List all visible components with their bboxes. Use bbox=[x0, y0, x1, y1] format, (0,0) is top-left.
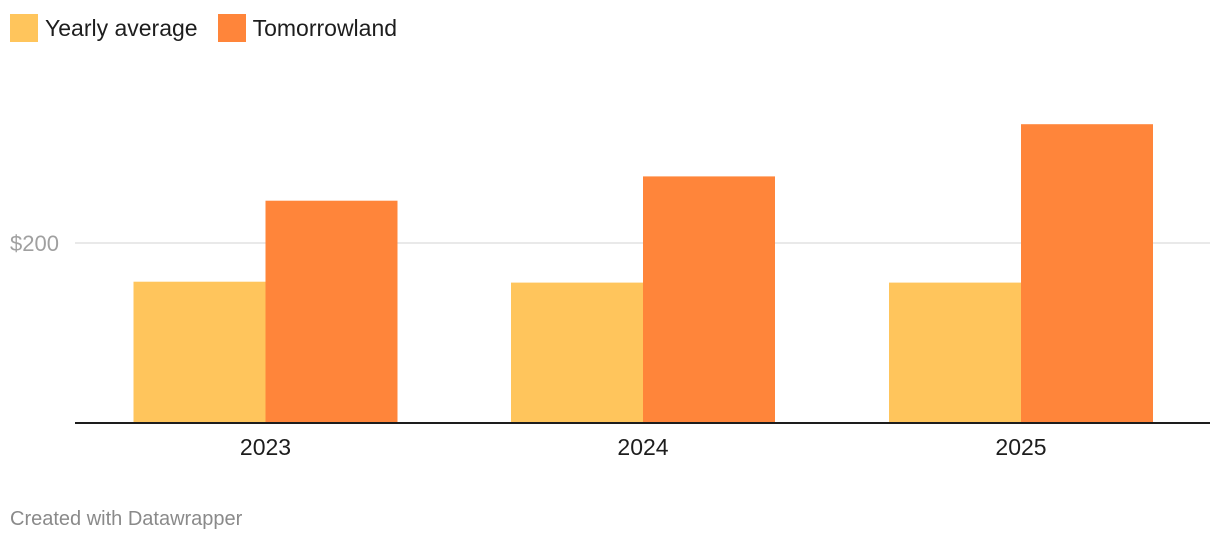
bar-tomorrowland-2023 bbox=[265, 200, 398, 423]
chart-legend: Yearly average Tomorrowland bbox=[10, 13, 417, 43]
bar-tomorrowland-2025 bbox=[1021, 124, 1153, 423]
grid-layer: $200 bbox=[10, 231, 1210, 256]
datawrapper-credit: Created with Datawrapper bbox=[10, 508, 243, 530]
x-tick-label-2023: 2023 bbox=[240, 434, 291, 460]
legend-item-tomorrowland: Tomorrowland bbox=[217, 14, 398, 42]
y-tick-label: $200 bbox=[10, 231, 59, 256]
bar-layer bbox=[133, 124, 1153, 423]
bar-yearly-average-2023 bbox=[133, 281, 266, 423]
bar-yearly-average-2024 bbox=[511, 282, 643, 423]
axis-layer: 2023 2024 2025 bbox=[75, 422, 1210, 460]
legend-item-yearly-average: Yearly average bbox=[10, 14, 198, 42]
bar-tomorrowland-2024 bbox=[643, 176, 775, 423]
legend-label-yearly-average: Yearly average bbox=[45, 15, 198, 41]
legend-label-tomorrowland: Tomorrowland bbox=[252, 15, 398, 41]
legend-swatch-yearly-average bbox=[10, 14, 38, 42]
legend-swatch-tomorrowland bbox=[217, 14, 246, 42]
x-tick-label-2024: 2024 bbox=[617, 434, 668, 460]
x-tick-label-2025: 2025 bbox=[995, 434, 1046, 460]
bar-yearly-average-2025 bbox=[889, 282, 1021, 423]
